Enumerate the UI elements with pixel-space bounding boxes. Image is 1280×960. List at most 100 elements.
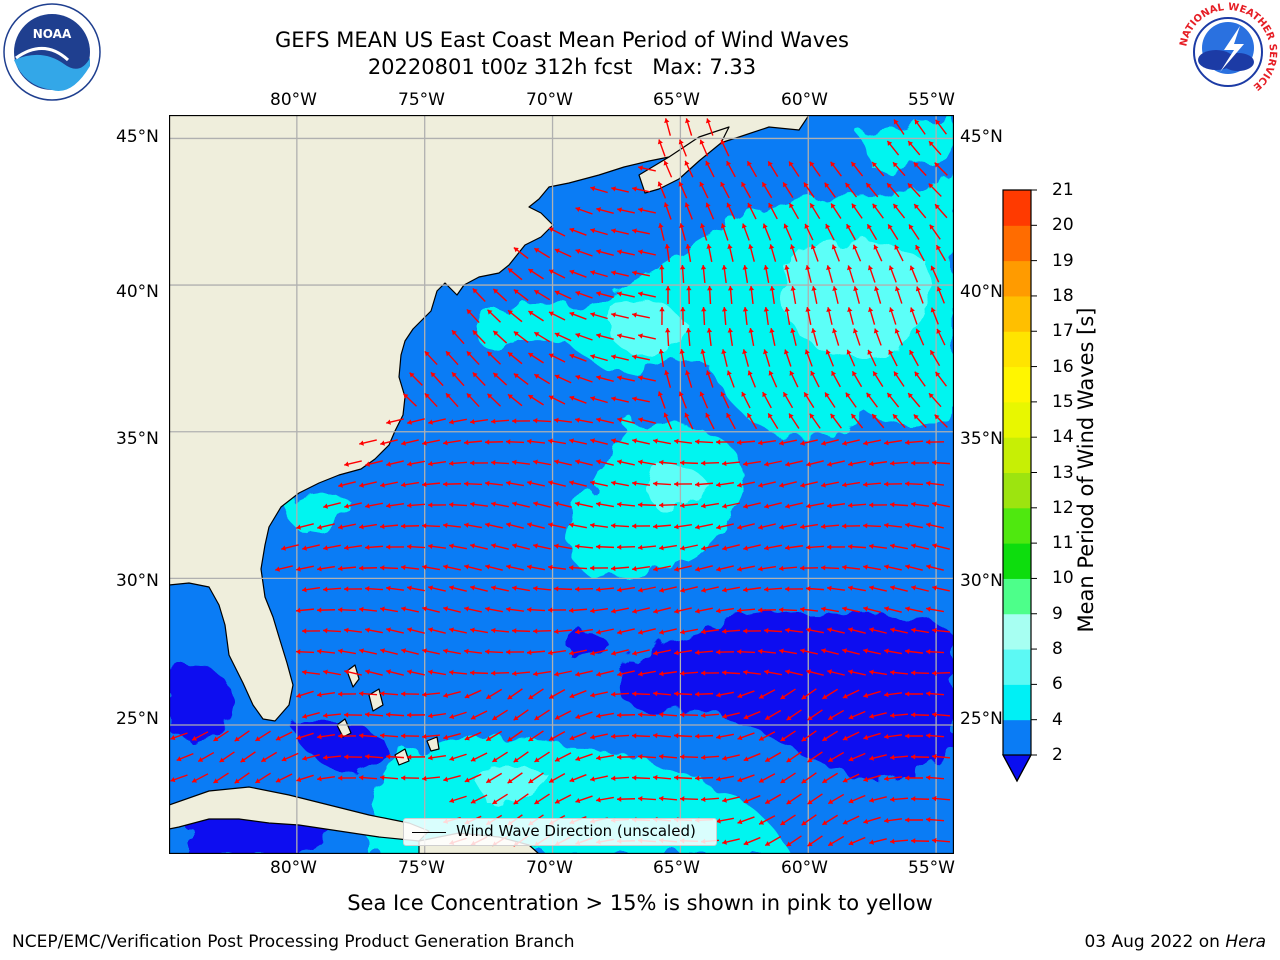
wind-arrow bbox=[674, 607, 692, 614]
wind-arrow bbox=[575, 290, 593, 299]
wind-arrow bbox=[632, 186, 650, 193]
wind-arrow bbox=[569, 690, 587, 699]
wind-arrow bbox=[727, 285, 734, 305]
wind-arrow bbox=[928, 183, 942, 197]
wind-arrow bbox=[487, 393, 501, 407]
wind-arrow bbox=[806, 502, 824, 509]
wind-arrow bbox=[443, 564, 461, 571]
wind-arrow bbox=[911, 543, 929, 550]
colorbar-tick-label: 4 bbox=[1052, 709, 1063, 730]
wind-arrow bbox=[638, 207, 656, 214]
wind-arrow bbox=[596, 501, 614, 508]
wind-arrow bbox=[611, 228, 629, 235]
wind-arrow bbox=[925, 439, 945, 445]
wind-arrow bbox=[507, 688, 523, 700]
wind-arrow bbox=[343, 627, 363, 634]
wind-arrow bbox=[726, 160, 736, 178]
wind-arrow bbox=[869, 796, 887, 803]
wind-arrow bbox=[789, 370, 799, 388]
wind-arrow bbox=[904, 439, 924, 446]
wind-arrow bbox=[548, 353, 566, 363]
wind-arrow bbox=[590, 396, 608, 404]
wind-arrow bbox=[705, 160, 715, 178]
wind-arrow bbox=[889, 669, 909, 676]
wind-arrow bbox=[430, 371, 444, 387]
wind-arrow bbox=[466, 350, 480, 366]
wind-arrow bbox=[443, 774, 461, 782]
wind-arrow bbox=[820, 523, 840, 530]
wind-arrow bbox=[385, 544, 405, 550]
wind-arrow bbox=[809, 413, 821, 429]
wind-arrow bbox=[720, 181, 730, 199]
wind-arrow bbox=[632, 396, 650, 403]
wind-arrow bbox=[505, 439, 525, 445]
wind-arrow bbox=[721, 306, 728, 326]
colorbar-tick-label: 21 bbox=[1052, 180, 1074, 200]
sea-ice-note: Sea Ice Concentration > 15% is shown in … bbox=[0, 891, 1280, 915]
colorbar-tick-label: 16 bbox=[1052, 356, 1074, 377]
wind-arrow bbox=[302, 754, 320, 761]
wind-arrow bbox=[842, 815, 860, 825]
wind-arrow bbox=[616, 544, 636, 550]
wind-arrow bbox=[721, 264, 728, 284]
wind-arrow bbox=[492, 793, 508, 805]
wind-arrow bbox=[427, 712, 447, 719]
wind-arrow bbox=[931, 837, 951, 844]
lon-label-top-65w: 65°W bbox=[653, 90, 700, 110]
wind-arrow bbox=[826, 585, 846, 592]
wind-arrow bbox=[701, 544, 719, 551]
wind-arrow bbox=[596, 628, 614, 635]
wind-arrow bbox=[337, 607, 357, 613]
wind-arrow bbox=[401, 481, 419, 488]
colorbar-swatch bbox=[1003, 543, 1031, 579]
wind-arrow bbox=[487, 351, 501, 365]
wind-arrow bbox=[811, 286, 818, 304]
wind-arrow bbox=[469, 670, 489, 676]
wind-arrow bbox=[680, 264, 686, 284]
wind-arrow bbox=[316, 776, 336, 782]
wind-arrow bbox=[694, 439, 714, 445]
wind-arrow bbox=[904, 481, 924, 487]
wind-arrow bbox=[888, 265, 897, 283]
wind-arrow bbox=[909, 349, 919, 367]
wind-arrow bbox=[422, 439, 440, 446]
colorbar-swatch bbox=[1003, 366, 1031, 403]
wind-arrow bbox=[801, 730, 817, 742]
wind-arrow bbox=[526, 438, 546, 445]
wind-arrow bbox=[554, 374, 572, 384]
wind-arrow bbox=[685, 118, 693, 136]
wind-arrow bbox=[191, 731, 209, 741]
wind-arrow bbox=[448, 460, 468, 467]
wind-arrow bbox=[769, 328, 776, 346]
wind-arrow bbox=[526, 607, 546, 613]
wind-arrow bbox=[746, 412, 758, 430]
wind-arrow bbox=[492, 709, 508, 721]
wind-arrow bbox=[463, 439, 483, 446]
wind-arrow bbox=[889, 501, 909, 508]
wind-arrow bbox=[737, 690, 755, 699]
wind-arrow bbox=[463, 481, 483, 487]
wind-arrow bbox=[590, 733, 608, 740]
wind-arrow bbox=[322, 712, 342, 719]
wind-arrow bbox=[590, 354, 608, 362]
wind-arrow bbox=[928, 392, 942, 408]
wind-arrow bbox=[769, 285, 775, 305]
wind-arrow bbox=[827, 669, 845, 676]
lat-label-left-25n: 25°N bbox=[116, 709, 159, 729]
wind-arrow bbox=[490, 418, 510, 425]
wind-arrow bbox=[422, 564, 440, 571]
wind-arrow bbox=[929, 224, 941, 240]
wind-arrow bbox=[914, 371, 926, 387]
wind-arrow bbox=[884, 648, 902, 655]
wind-arrow bbox=[742, 628, 762, 634]
lon-label-bottom-80w: 80°W bbox=[270, 858, 317, 878]
wind-arrow bbox=[907, 392, 921, 408]
wind-arrow bbox=[928, 140, 942, 156]
wind-arrow bbox=[472, 330, 486, 344]
wind-arrow bbox=[422, 648, 440, 655]
wind-arrow bbox=[449, 627, 467, 634]
wind-arrow bbox=[699, 139, 709, 157]
wind-arrow bbox=[301, 628, 321, 634]
wind-arrow bbox=[632, 649, 650, 656]
wind-arrow bbox=[469, 419, 489, 425]
